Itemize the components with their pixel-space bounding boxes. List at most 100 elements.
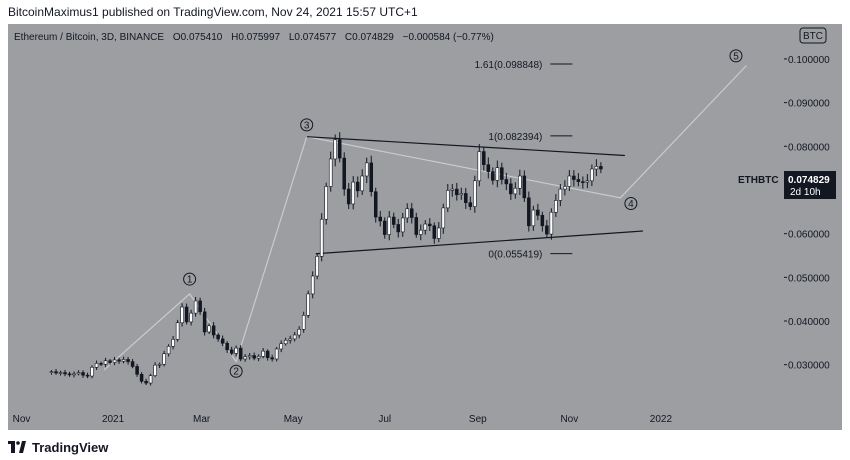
candle-body-up	[459, 193, 464, 196]
candle	[67, 371, 72, 377]
x-tick-label: 2022	[650, 414, 673, 425]
candle-body-down	[135, 366, 139, 375]
candle-body-down	[396, 224, 401, 233]
candle	[441, 203, 446, 234]
svg-text:BTC: BTC	[803, 31, 823, 42]
candle-body-up	[324, 186, 328, 220]
candle-body-up	[405, 208, 410, 219]
candle-body-up	[175, 322, 180, 340]
candle-body-up	[301, 315, 306, 330]
candle	[112, 356, 117, 366]
candle	[585, 174, 590, 189]
x-tick-label: 2021	[102, 414, 125, 425]
candle	[522, 170, 527, 202]
candle	[473, 175, 477, 213]
publisher-line: BitcoinMaximus1 published on TradingView…	[8, 5, 418, 19]
legend-symbol: Ethereum / Bitcoin, 3D, BINANCE O0.07541…	[14, 32, 494, 43]
candle-body-up	[189, 312, 193, 323]
candle	[563, 180, 567, 196]
candle-body-down	[486, 164, 491, 172]
candle-body-down	[464, 193, 468, 203]
wave-path-line	[103, 65, 747, 371]
fib-level-label: 0(0.055419)	[488, 250, 542, 261]
candle	[54, 368, 58, 375]
candle-body-up	[162, 353, 166, 365]
candle-body-up	[121, 359, 126, 362]
candle-body-down	[500, 167, 504, 180]
candle-body-up	[513, 187, 518, 195]
candle-body-up	[567, 175, 572, 187]
candle-body-down	[355, 181, 360, 192]
candle-body-up	[72, 373, 76, 376]
candle	[360, 169, 364, 196]
candle	[247, 353, 252, 360]
candle	[400, 212, 405, 237]
candle	[126, 357, 130, 365]
wave-label: 3	[300, 118, 314, 132]
candle-body-up	[423, 223, 428, 231]
candle-body-up	[234, 347, 238, 354]
candle-body-up	[400, 217, 405, 233]
candle	[198, 297, 202, 315]
candle-body-down	[391, 216, 396, 225]
candle-body-down	[117, 359, 121, 362]
candle-body-down	[540, 215, 545, 227]
candle	[315, 252, 319, 280]
candle	[428, 218, 432, 231]
candle	[103, 357, 108, 368]
candle	[292, 332, 297, 342]
candle-body-up	[49, 371, 54, 373]
candle	[94, 360, 99, 371]
candle	[477, 144, 482, 187]
candle	[333, 134, 337, 167]
candle	[545, 219, 549, 238]
candle	[324, 182, 328, 225]
x-tick-label: Sep	[469, 414, 487, 425]
candle	[261, 348, 265, 359]
tradingview-footer: TradingView	[8, 438, 108, 456]
candle	[193, 296, 198, 317]
candle-body-up	[148, 375, 153, 384]
y-tick-label: 0.080000	[788, 142, 830, 153]
candle	[238, 345, 243, 362]
candle-body-up	[585, 180, 590, 183]
wave-label-circle	[300, 118, 314, 132]
candle-body-up	[193, 300, 198, 314]
wave-label-number: 3	[304, 120, 310, 131]
candle-body-down	[599, 166, 603, 170]
candle-body-down	[509, 183, 513, 195]
price-tag-symbol: ETHBTC	[738, 175, 779, 186]
y-tick-label: 0.040000	[788, 317, 830, 328]
y-tick-label: 0.060000	[788, 230, 830, 241]
candle-body-up	[157, 363, 162, 366]
candle-body-up	[441, 207, 446, 229]
candle-body-up	[450, 188, 455, 191]
candle	[513, 182, 518, 199]
candle	[108, 358, 112, 365]
candle-body-up	[495, 167, 500, 181]
candle-body-down	[409, 208, 414, 218]
candle	[220, 335, 225, 347]
candle	[531, 205, 536, 231]
candle-body-down	[545, 225, 549, 235]
candle-body-up	[279, 343, 283, 350]
candle-body-down	[428, 223, 432, 227]
candle	[468, 196, 473, 211]
candle	[265, 349, 270, 361]
candle-body-down	[265, 350, 270, 359]
candle-body-down	[346, 188, 351, 205]
candle	[342, 152, 346, 196]
candle-body-down	[378, 216, 383, 222]
x-tick-label: Nov	[560, 414, 578, 425]
candle-body-down	[144, 380, 148, 384]
candle	[297, 326, 301, 339]
candle	[49, 370, 54, 375]
wave-label-number: 1	[187, 275, 193, 286]
price-chart[interactable]: 0.0300000.0400000.0500000.0600000.070000…	[8, 24, 842, 430]
candle	[58, 370, 63, 376]
candle-body-down	[432, 225, 437, 239]
currency-badge[interactable]: BTC	[799, 27, 827, 44]
candle-body-down	[491, 171, 495, 181]
candle	[121, 356, 126, 364]
candle	[419, 224, 423, 241]
